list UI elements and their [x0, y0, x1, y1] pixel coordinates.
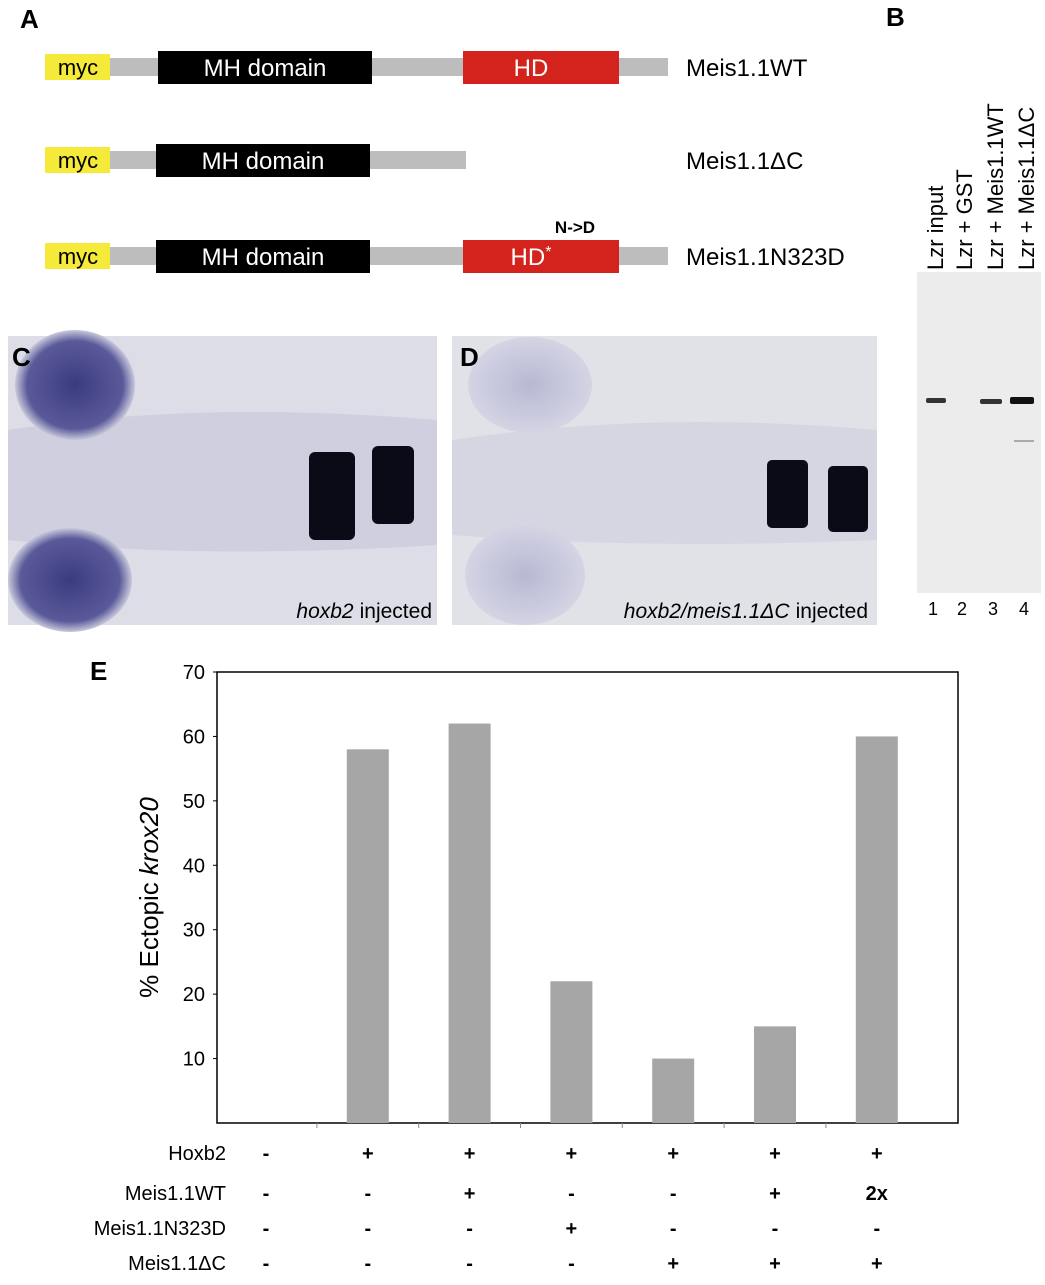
bar	[346, 749, 389, 1123]
lane-number: 4	[1019, 599, 1029, 619]
condition-value: -	[568, 1253, 575, 1275]
condition-value: -	[364, 1218, 371, 1240]
panel-label: C	[12, 342, 31, 372]
condition-name: Meis1.1ΔC	[128, 1253, 226, 1275]
mh-label: MH domain	[202, 244, 325, 271]
condition-name: Hoxb2	[168, 1143, 226, 1165]
hd-text: HD	[514, 55, 549, 82]
panel-label: A	[20, 4, 39, 34]
condition-value: -	[466, 1218, 473, 1240]
mh-domain	[156, 144, 370, 177]
bar	[448, 723, 491, 1123]
condition-value: 2x	[866, 1183, 888, 1205]
y-tick-label: 40	[183, 855, 205, 877]
myc-tag	[45, 54, 110, 80]
caption-text: injected	[360, 600, 432, 623]
condition-name: Meis1.1N323D	[94, 1218, 226, 1240]
condition-value: +	[769, 1183, 781, 1205]
y-label-italic: krox20	[134, 797, 164, 876]
hd-domain	[463, 51, 619, 84]
myc-label: myc	[58, 148, 98, 173]
condition-value: -	[670, 1218, 677, 1240]
condition-value: +	[464, 1143, 476, 1165]
condition-value: +	[871, 1143, 883, 1165]
caption-italic: hoxb2	[296, 600, 354, 623]
condition-value: -	[263, 1218, 270, 1240]
condition-value: -	[364, 1183, 371, 1205]
panel-label: D	[460, 342, 479, 372]
lane-label: Lzr + Meis1.1ΔC	[1014, 107, 1039, 270]
image-d	[452, 336, 877, 625]
bar	[754, 1026, 796, 1123]
lane-number: 3	[988, 599, 998, 619]
y-label-text: % Ectopic	[134, 882, 164, 998]
myc-label: myc	[58, 55, 98, 80]
panel-label: B	[886, 2, 905, 32]
myc-tag	[45, 243, 110, 269]
hd-mark: *	[545, 244, 551, 261]
blot	[917, 272, 1041, 593]
condition-value: +	[871, 1253, 883, 1275]
mh-label: MH domain	[204, 55, 327, 82]
caption-italic: hoxb2/meis1.1ΔC	[624, 600, 791, 623]
lane-number: 2	[957, 599, 967, 619]
condition-value: -	[364, 1253, 371, 1275]
bar	[855, 736, 898, 1123]
hd-text: HD	[511, 244, 546, 271]
construct-name: Meis1.1ΔC	[686, 148, 803, 175]
condition-value: -	[263, 1253, 270, 1275]
image-caption: hoxb2 injected	[296, 600, 432, 623]
condition-value: -	[263, 1143, 270, 1165]
condition-value: +	[464, 1183, 476, 1205]
condition-value: -	[466, 1253, 473, 1275]
condition-value: +	[566, 1218, 578, 1240]
hd-domain	[463, 240, 619, 273]
mh-domain	[158, 51, 372, 84]
condition-value: +	[566, 1143, 578, 1165]
y-axis-label: % Ectopic krox20	[134, 797, 164, 998]
condition-value: -	[568, 1183, 575, 1205]
image-caption: hoxb2/meis1.1ΔC injected	[624, 600, 868, 623]
y-tick-label: 20	[183, 984, 205, 1006]
condition-value: -	[873, 1218, 880, 1240]
condition-value: +	[769, 1143, 781, 1165]
myc-tag	[45, 147, 110, 173]
mutation: N->D	[555, 218, 595, 237]
condition-value: +	[362, 1143, 374, 1165]
y-tick-label: 70	[183, 662, 205, 684]
condition-value: +	[769, 1253, 781, 1275]
caption-text: injected	[796, 600, 868, 623]
condition-value: -	[263, 1183, 270, 1205]
y-tick-label: 50	[183, 791, 205, 813]
condition-name: Meis1.1WT	[125, 1183, 226, 1205]
bar	[550, 981, 593, 1123]
y-tick-label: 30	[183, 920, 205, 942]
panel-label: E	[90, 656, 107, 686]
construct-name: Meis1.1N323D	[686, 244, 845, 271]
myc-label: myc	[58, 244, 98, 269]
bar	[652, 1058, 695, 1123]
hd-label: HD	[514, 55, 549, 82]
y-tick-label: 10	[183, 1049, 205, 1071]
mh-domain	[156, 240, 370, 273]
condition-value: +	[667, 1253, 679, 1275]
image-c	[8, 330, 437, 632]
lane-number: 1	[928, 599, 938, 619]
lane-label: Lzr + GST	[952, 169, 977, 270]
condition-value: +	[667, 1143, 679, 1165]
condition-value: -	[772, 1218, 779, 1240]
y-tick-label: 60	[183, 726, 205, 748]
lane-label: Lzr + Meis1.1WT	[983, 103, 1008, 270]
condition-value: -	[670, 1183, 677, 1205]
lane-label: Lzr input	[923, 186, 948, 270]
construct-name: Meis1.1WT	[686, 55, 808, 82]
hd-label: HD*	[511, 244, 552, 271]
mh-label: MH domain	[202, 148, 325, 175]
